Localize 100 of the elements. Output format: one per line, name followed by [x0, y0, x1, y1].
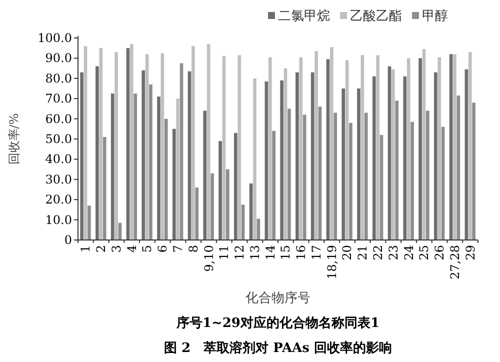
x-tick-label: 6: [156, 245, 170, 253]
x-tick-label: 17: [309, 245, 324, 260]
bar: [372, 76, 376, 240]
y-tick-label: 60.0: [45, 112, 72, 126]
bar: [349, 122, 352, 240]
bar: [422, 49, 426, 240]
x-tick-label: 8: [186, 245, 200, 253]
bar: [472, 102, 476, 240]
x-tick-label: 2: [94, 245, 108, 253]
bar: [360, 55, 364, 240]
text: 图 2 萃取溶剂对 PAAs 回收率的影响: [164, 340, 392, 356]
bar: [314, 51, 318, 240]
bar: [234, 132, 238, 240]
bar: [272, 130, 276, 240]
bar: [157, 96, 160, 240]
bar: [468, 52, 472, 240]
bar: [453, 54, 456, 240]
bar: [388, 66, 392, 240]
x-tick-label: 23: [386, 245, 400, 260]
bar: [142, 70, 146, 240]
bar: [418, 58, 422, 240]
bar: [296, 72, 299, 240]
bar: [218, 141, 222, 240]
y-tick-label: 70.0: [45, 92, 72, 106]
x-tick-label: 25: [417, 245, 432, 260]
text: 序号1~29对应的化合物名称同表1: [175, 315, 380, 331]
bar: [288, 108, 291, 240]
y-tick-label: 50.0: [45, 132, 72, 146]
bar: [342, 88, 346, 240]
x-tick-label: 14: [263, 244, 278, 260]
bar: [192, 46, 195, 240]
bar: [195, 187, 199, 240]
x-tick-label: 11: [217, 245, 232, 260]
bar: [96, 66, 99, 240]
bar: [345, 60, 349, 240]
y-tick-label: 30.0: [45, 172, 72, 186]
legend-label: 甲醇: [422, 9, 448, 24]
bar: [264, 81, 268, 240]
bar: [426, 110, 430, 240]
x-tick-label: 24: [402, 244, 416, 260]
bar: [268, 57, 272, 240]
x-tick-label: 13: [248, 245, 262, 260]
bar: [326, 59, 330, 240]
x-tick-label: 26: [432, 245, 447, 260]
x-tick-label: 29: [463, 245, 478, 260]
bar: [434, 72, 438, 240]
y-tick-label: 80.0: [45, 71, 72, 86]
bar: [299, 57, 303, 240]
bar: [456, 96, 460, 240]
bar: [164, 118, 168, 240]
y-tick-label: 10.0: [45, 212, 72, 227]
bar: [449, 54, 453, 240]
bar: [145, 54, 149, 240]
bar: [114, 52, 118, 240]
x-tick-label: 5: [140, 245, 154, 253]
bar: [464, 69, 468, 240]
bar: [441, 126, 445, 240]
bar: [206, 44, 210, 240]
bar: [126, 48, 130, 240]
bar: [403, 76, 407, 240]
bar: [392, 69, 395, 240]
bar: [99, 48, 103, 240]
bar: [226, 169, 230, 240]
bar: [280, 80, 284, 240]
bar: [253, 78, 256, 240]
y-tick-label: 20.0: [45, 192, 72, 207]
x-axis-title: 化合物序号: [246, 290, 310, 306]
x-tick-label: 4: [124, 244, 139, 253]
bar: [172, 128, 176, 240]
bar: [188, 71, 192, 240]
bar: [130, 44, 134, 240]
bar: [318, 106, 322, 240]
y-tick-label: 90.0: [45, 51, 72, 66]
bar: [149, 84, 152, 240]
bar: [406, 58, 410, 240]
bar: [102, 136, 106, 240]
bar: [310, 72, 314, 240]
bar: [203, 110, 207, 240]
x-tick-label: 18,19: [324, 245, 339, 280]
legend-label: 二氯甲烷: [278, 9, 330, 24]
bar: [222, 56, 226, 240]
bar: [334, 112, 338, 240]
bar: [357, 88, 360, 240]
legend-label: 乙酸乙酯: [350, 9, 402, 24]
bar: [88, 206, 91, 240]
bar: [376, 55, 380, 240]
bar: [110, 94, 114, 240]
bar: [238, 55, 242, 240]
bar: [180, 63, 184, 240]
y-tick-label: 0: [64, 233, 72, 247]
bar: [395, 100, 399, 240]
bar: [380, 134, 384, 240]
x-tick-label: 1: [78, 245, 93, 253]
x-tick-label: 9,10: [202, 245, 216, 272]
bar: [176, 98, 180, 240]
bar: [134, 94, 138, 240]
x-tick-label: 3: [109, 245, 124, 253]
y-tick-label: 40.0: [45, 152, 72, 166]
bar: [160, 53, 164, 240]
x-tick-label: 27,28: [448, 245, 462, 280]
